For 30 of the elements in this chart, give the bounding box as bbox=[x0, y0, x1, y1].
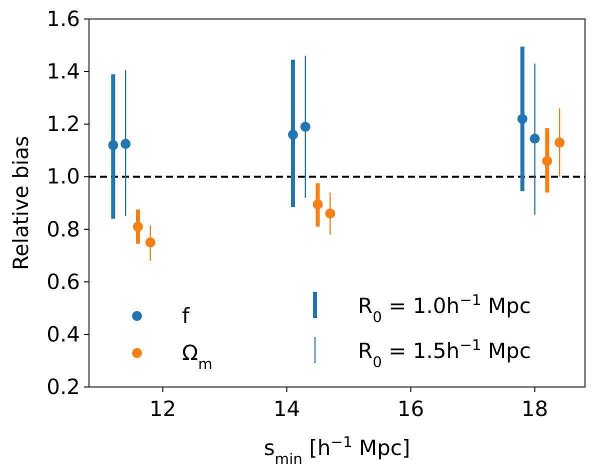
y-tick-label: 1.0 bbox=[46, 164, 80, 189]
x-tick-label: 16 bbox=[397, 397, 424, 421]
point bbox=[312, 199, 323, 210]
point bbox=[145, 237, 156, 248]
point bbox=[300, 122, 310, 132]
y-tick-label: 0.4 bbox=[46, 322, 80, 346]
y-tick-label: 1.4 bbox=[46, 60, 80, 84]
y-tick-label: 1.6 bbox=[46, 7, 80, 31]
y-tick-label: 1.2 bbox=[46, 112, 80, 136]
y-tick-label: 0.2 bbox=[46, 375, 80, 399]
point bbox=[108, 140, 118, 150]
x-tick-label: 14 bbox=[273, 397, 300, 421]
point bbox=[554, 138, 565, 148]
legend-label: f bbox=[182, 304, 190, 328]
point bbox=[325, 208, 336, 219]
y-tick-label: 0.6 bbox=[46, 270, 80, 294]
legend-label: Ω$_{m}$ bbox=[182, 341, 212, 372]
annotation: R$_{0}$ = 1.5h$^{−1}$ Mpc bbox=[358, 336, 531, 370]
y-tick-label: 0.8 bbox=[46, 217, 80, 242]
point bbox=[132, 222, 143, 232]
x-tick-label: 18 bbox=[521, 397, 548, 421]
annotation: R$_{0}$ = 1.0h$^{−1}$ Mpc bbox=[358, 292, 531, 326]
point bbox=[288, 130, 298, 140]
point bbox=[530, 134, 540, 144]
point bbox=[542, 156, 552, 166]
point bbox=[120, 138, 131, 149]
x-axis-title: s$_{min}$ [h$^{−1}$ Mpc] bbox=[264, 434, 410, 468]
point bbox=[517, 114, 528, 124]
x-tick-label: 12 bbox=[149, 397, 176, 421]
y-axis-title: Relative bias bbox=[9, 136, 33, 270]
